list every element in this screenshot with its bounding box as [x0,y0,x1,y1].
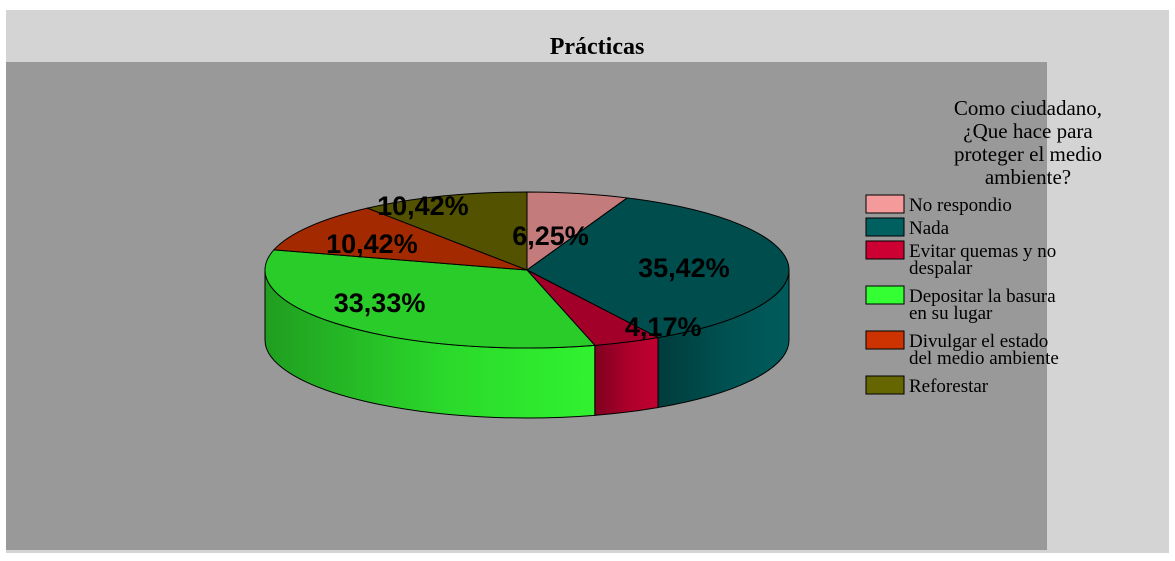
legend-swatch [865,375,905,395]
legend-label: Nada [909,218,950,239]
pie [264,191,790,419]
legend-label: Depositar la basura en su lugar [909,286,1056,324]
legend-title-line: Como ciudadano, [954,96,1102,120]
legend-swatch [865,285,905,305]
data-label: 4,17% [625,312,702,342]
data-label: 6,25% [512,221,589,251]
legend-title: Como ciudadano, ¿Que hace para proteger el… [954,96,1102,189]
data-label: 35,42% [638,253,730,283]
legend-label: Evitar quemas y no despalar [909,241,1056,279]
data-label: 10,42% [377,191,469,221]
pie-slice [526,197,790,339]
data-label: 33,33% [334,288,426,318]
legend-swatch [865,330,905,350]
pie-slice-side [594,336,659,416]
legend-swatch [865,194,905,214]
legend-swatch [865,240,905,260]
data-labels: 6,25% 35,42% 4,17% 33,33% 10,42% 10,42% [326,191,730,342]
legend-swatch [865,217,905,237]
legend: Como ciudadano, ¿Que hace para proteger el… [865,96,1102,397]
pie-slice [264,249,596,349]
legend-title-line: ambiente? [985,165,1071,189]
chart-title: Prácticas [550,34,645,60]
data-label: 10,42% [326,229,418,259]
legend-title-line: ¿Que hace para [963,119,1093,143]
legend-label: No respondio [909,195,1012,216]
pie-slice [272,207,528,271]
pie-slice [365,191,528,271]
legend-label: Divulgar el estado del medio ambiente [909,331,1059,369]
legend-label: Reforestar [909,376,989,397]
legend-title-line: proteger el medio [954,142,1102,166]
